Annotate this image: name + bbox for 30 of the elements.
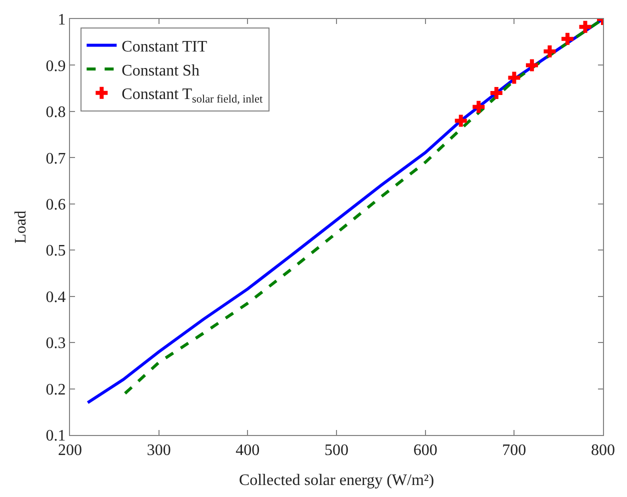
legend-label: Constant T$_{solar field, inlet}$	[122, 86, 264, 106]
x-tick-label: 400	[236, 442, 260, 460]
x-tick-label: 300	[146, 442, 171, 460]
y-tick-label: 0.9	[46, 58, 66, 75]
point	[544, 45, 556, 58]
legend-label: Constant TIT	[122, 38, 208, 56]
point	[579, 20, 592, 33]
y-axis-title: Load	[12, 210, 30, 244]
x-tick-label: 700	[502, 442, 526, 460]
point	[508, 72, 520, 84]
x-tick-label: 800	[591, 442, 615, 460]
legend-label: Constant Sh	[122, 62, 200, 80]
point	[561, 32, 574, 45]
y-tick-label: 0.4	[46, 288, 66, 306]
y-tick-label: 0.6	[46, 196, 66, 214]
y-tick-label: 0.5	[46, 242, 66, 260]
point	[526, 59, 538, 72]
x-tick-label: 200	[58, 442, 82, 460]
x-tick-label: 500	[324, 442, 348, 460]
y-tick-label: 0.8	[46, 104, 66, 122]
y-tick-label: 0.3	[46, 335, 66, 352]
point	[472, 100, 485, 113]
x-axis-title: Collected solar energy (W/m²)	[238, 472, 434, 489]
point	[490, 86, 502, 99]
y-tick-label: 0.2	[46, 381, 66, 398]
x-tick-label: 600	[413, 442, 438, 460]
y-tick-label: 0.1	[46, 428, 66, 445]
y-tick-label: 1	[58, 12, 66, 29]
y-tick-label: 0.7	[46, 150, 66, 168]
point	[454, 114, 467, 127]
